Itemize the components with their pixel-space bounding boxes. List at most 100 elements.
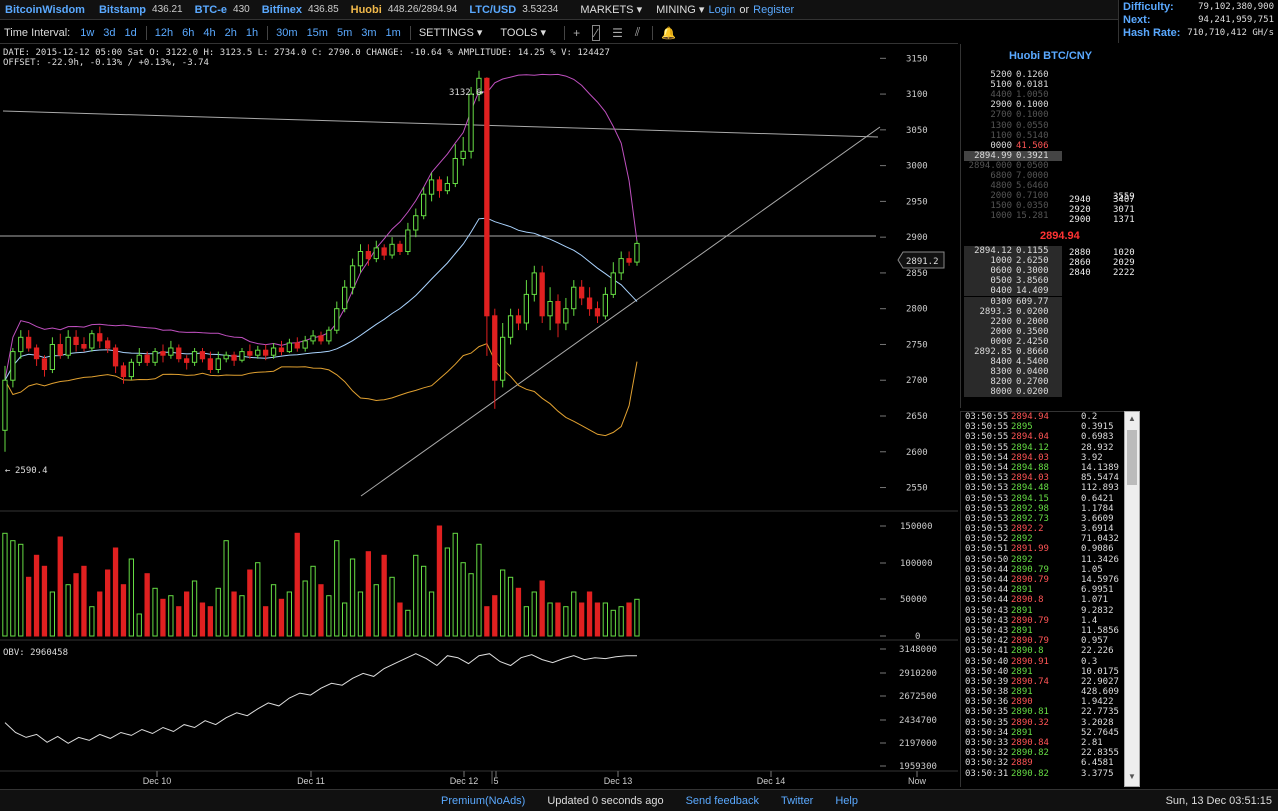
interval-1w[interactable]: 1w	[80, 26, 95, 39]
candle-body[interactable]	[33, 347, 40, 360]
chart-svg[interactable]: 3150 3100 3050 3000 2950 2900 2850 2800 2750 2700…	[0, 44, 958, 792]
candle-body[interactable]	[397, 243, 403, 253]
hline-icon[interactable]: ☰	[612, 25, 623, 40]
ask-row[interactable]: 5200 0.1260	[964, 70, 1062, 80]
candle-body[interactable]	[160, 351, 166, 356]
price-chart[interactable]: 3150 3100 3050 3000 2950 2900 2850 2800 2750 2700…	[0, 44, 958, 792]
candle-body[interactable]	[89, 333, 95, 349]
candle-body[interactable]	[389, 243, 395, 256]
ask-row[interactable]: 1300 0.0550	[964, 121, 1062, 131]
candle-body[interactable]	[97, 333, 103, 342]
candle-body[interactable]	[626, 258, 632, 263]
interval-1m[interactable]: 1m	[385, 26, 401, 39]
mining-menu[interactable]: MINING ▾	[656, 4, 705, 16]
candle-body[interactable]	[152, 351, 158, 363]
site-logo[interactable]: BitcoinWisdom	[5, 3, 85, 16]
interval-15m[interactable]: 15m	[306, 26, 328, 39]
register-link[interactable]: Register	[753, 3, 795, 16]
bid-row[interactable]: 0400 14.409	[964, 286, 1062, 297]
candle-body[interactable]	[255, 349, 261, 356]
bid-row[interactable]: 8200 0.2700	[964, 377, 1062, 388]
interval-2h[interactable]: 2h	[224, 26, 237, 39]
candle-body[interactable]	[405, 229, 411, 252]
ask-row[interactable]: 2700 0.1000	[964, 110, 1062, 120]
candle-body[interactable]	[278, 347, 285, 353]
candle-body[interactable]	[421, 193, 427, 217]
interval-4h[interactable]: 4h	[203, 26, 216, 39]
ask-row[interactable]: 1100 0.5140	[964, 131, 1062, 141]
candle-body[interactable]	[444, 183, 451, 192]
candle-body[interactable]	[357, 251, 364, 267]
bell-icon[interactable]: 🔔	[661, 25, 677, 40]
candle-body[interactable]	[460, 150, 466, 160]
fibonacci-icon[interactable]: ⫽	[634, 25, 641, 39]
trendline-icon[interactable]: ∕	[592, 24, 601, 41]
candle-body[interactable]	[270, 347, 277, 356]
ask-row[interactable]: 2900 0.1000	[964, 100, 1062, 110]
candle-body[interactable]	[120, 365, 127, 378]
candle-body[interactable]	[310, 335, 316, 342]
candle-body[interactable]	[373, 247, 379, 260]
candle-body[interactable]	[349, 265, 356, 288]
bid-row[interactable]: 2200 0.2000	[964, 316, 1062, 327]
interval-3d[interactable]: 3d	[103, 26, 116, 39]
candle-body[interactable]	[65, 336, 71, 356]
premium-link[interactable]: Premium(NoAds)	[441, 794, 526, 807]
candle-body[interactable]	[594, 308, 601, 317]
bid-row[interactable]: 2892.85 0.8660	[964, 347, 1062, 357]
interval-1h[interactable]: 1h	[245, 26, 259, 39]
candle-body[interactable]	[342, 286, 348, 310]
candle-body[interactable]	[26, 336, 32, 349]
candle-body[interactable]	[318, 335, 324, 342]
interval-5m[interactable]: 5m	[336, 26, 353, 39]
candle-body[interactable]	[105, 340, 111, 349]
candle-body[interactable]	[136, 354, 142, 363]
candle-body[interactable]	[191, 351, 198, 363]
bid-row[interactable]: 8400 4.5400	[964, 357, 1062, 368]
scroll-up-icon[interactable]: ▲	[1128, 414, 1136, 423]
candle-body[interactable]	[286, 342, 293, 353]
help-link[interactable]: Help	[835, 794, 858, 807]
candle-body[interactable]	[634, 242, 640, 263]
ask-row[interactable]: 1500 0.0350	[964, 201, 1062, 211]
candle-body[interactable]	[223, 354, 229, 360]
candle-body[interactable]	[618, 258, 624, 274]
candle-body[interactable]	[199, 351, 206, 360]
bid-row[interactable]: 8000 0.0200	[964, 387, 1062, 398]
interval-30m[interactable]: 30m	[276, 26, 298, 39]
bid-row[interactable]: 2894.12 0.1155	[964, 246, 1062, 256]
bid-row[interactable]: 8300 0.0400	[964, 367, 1062, 378]
candle-body[interactable]	[57, 344, 63, 356]
bid-row[interactable]: 0500 3.8560	[964, 276, 1062, 287]
candle-body[interactable]	[263, 349, 269, 356]
candle-body[interactable]	[176, 347, 182, 360]
interval-12h[interactable]: 12h	[154, 26, 174, 39]
market-name[interactable]: Bitstamp	[98, 3, 147, 16]
candle-body[interactable]	[523, 293, 530, 324]
candle-body[interactable]	[184, 358, 190, 363]
scroll-thumb[interactable]	[1127, 430, 1137, 485]
interval-3m[interactable]: 3m	[361, 26, 377, 39]
market-name[interactable]: LTC/USD	[469, 3, 517, 16]
bid-row[interactable]: 0000 2.4250	[964, 336, 1062, 347]
ask-row[interactable]: 5100 0.0181	[964, 80, 1062, 90]
bid-row[interactable]: 1000 2.6250	[964, 256, 1062, 267]
market-name[interactable]: Bitfinex	[261, 3, 303, 16]
ask-row[interactable]: 2894.000 0.0500	[964, 161, 1062, 171]
bid-row[interactable]: 2893.3 0.0200	[964, 306, 1062, 317]
interval-1d[interactable]: 1d	[124, 26, 137, 39]
candle-body[interactable]	[500, 336, 506, 381]
trade-scrollbar[interactable]: ▲ ▼	[1124, 411, 1140, 787]
ask-row[interactable]: 0000 41.506	[964, 141, 1062, 151]
candle-body[interactable]	[602, 293, 609, 317]
candle-body[interactable]	[381, 247, 387, 256]
candle-body[interactable]	[215, 358, 221, 370]
candle-body[interactable]	[168, 347, 174, 356]
bid-row[interactable]: 0300 609.77	[964, 296, 1062, 307]
candle-body[interactable]	[49, 344, 56, 370]
candle-body[interactable]	[531, 272, 537, 295]
candle-body[interactable]	[302, 340, 308, 349]
candle-body[interactable]	[207, 358, 213, 370]
candle-body[interactable]	[413, 215, 419, 231]
ask-row[interactable]: 4800 5.6460	[964, 181, 1062, 191]
